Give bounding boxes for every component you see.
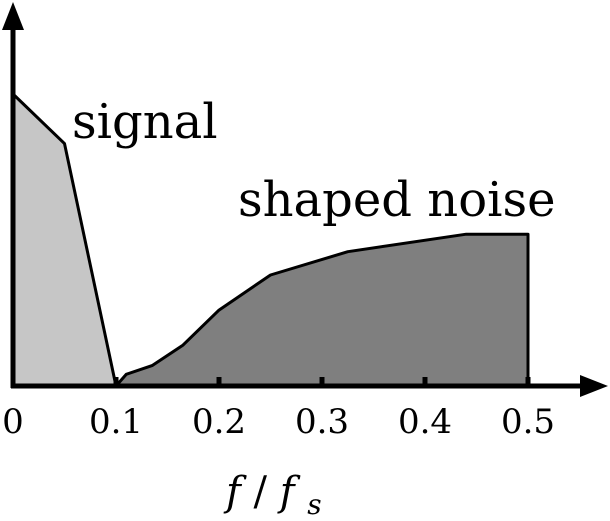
tick-layer: [10, 377, 531, 386]
x-tick-label-0.2: 0.2: [192, 402, 246, 442]
area-layer: [11, 92, 530, 388]
y-axis-arrowhead: [2, 2, 24, 30]
series-label-shaped-noise: shaped noise: [238, 172, 555, 228]
x-tick-label-0.5: 0.5: [501, 402, 555, 442]
x-axis-label: f / f s: [223, 469, 322, 521]
x-axis-label-subscript: s: [307, 488, 321, 521]
x-tick-label-0.3: 0.3: [295, 402, 349, 442]
x-tick-label-0.4: 0.4: [398, 402, 452, 442]
x-tick-label-0: 0: [2, 402, 24, 442]
x-axis-arrowhead: [580, 375, 608, 397]
x-axis-label-slash: /: [254, 469, 268, 515]
x-tick-label-0.1: 0.1: [89, 402, 143, 442]
x-axis-label-fs: f: [277, 469, 301, 515]
axes-layer: [2, 2, 608, 397]
series-label-signal: signal: [72, 94, 218, 150]
x-axis-label-f: f: [223, 469, 247, 515]
area-shaped-noise: [114, 232, 530, 388]
tick-label-layer: 0 0.1 0.2 0.3 0.4 0.5: [2, 402, 555, 442]
